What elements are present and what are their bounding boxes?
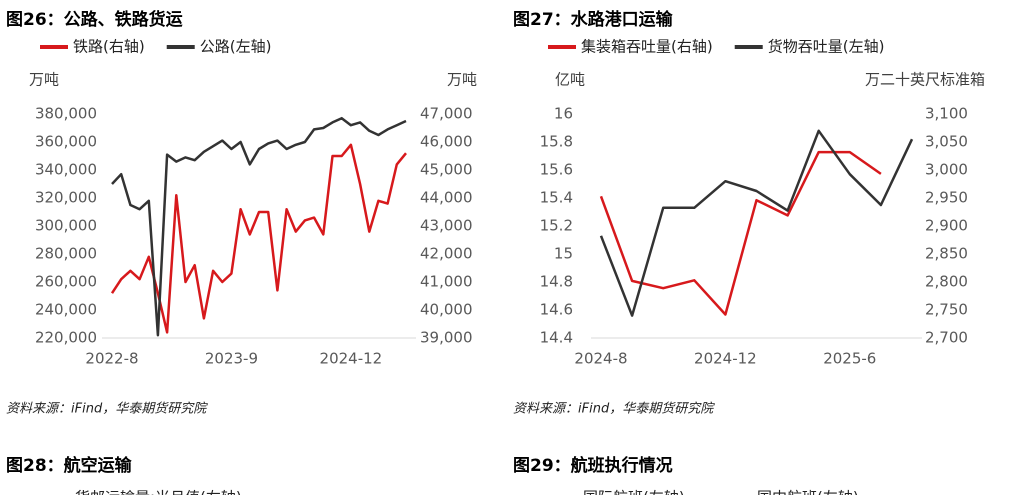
legend-label: 国内航班(左轴) bbox=[757, 489, 859, 495]
x-tick-label: 2022-8 bbox=[85, 350, 138, 368]
y2-tick-label: 3,000 bbox=[925, 161, 968, 179]
y-tick-label: 280,000 bbox=[35, 245, 97, 263]
figure-title: 图28：航空运输 bbox=[6, 455, 133, 476]
y-tick-label: 15.2 bbox=[540, 217, 573, 235]
y2-tick-label: 40,000 bbox=[420, 301, 473, 319]
series-line bbox=[599, 150, 882, 316]
y-tick-label: 360,000 bbox=[35, 133, 97, 151]
y-tick-label: 15.8 bbox=[540, 133, 573, 151]
y2-unit: 万吨 bbox=[447, 71, 477, 89]
y2-tick-label: 2,750 bbox=[925, 301, 968, 319]
y2-tick-label: 2,800 bbox=[925, 273, 968, 291]
y-tick-label: 14.6 bbox=[540, 301, 573, 319]
y2-unit: 万二十英尺标准箱 bbox=[865, 71, 985, 89]
y2-tick-label: 42,000 bbox=[420, 245, 473, 263]
y-tick-label: 260,000 bbox=[35, 273, 97, 291]
x-tick-label: 2023-9 bbox=[205, 350, 258, 368]
legend-label: 铁路(右轴) bbox=[73, 38, 145, 56]
y-tick-label: 340,000 bbox=[35, 161, 97, 179]
y-tick-label: 320,000 bbox=[35, 189, 97, 207]
y2-tick-label: 3,050 bbox=[925, 133, 968, 151]
x-tick-label: 2025-6 bbox=[823, 350, 876, 368]
y2-tick-label: 3,100 bbox=[925, 105, 968, 123]
series-line bbox=[111, 116, 407, 337]
y-tick-label: 220,000 bbox=[35, 329, 97, 347]
source-note: 资料来源：iFind，华泰期货研究院 bbox=[6, 401, 208, 417]
x-tick-label: 2024-12 bbox=[694, 350, 757, 368]
y-unit: 万吨 bbox=[29, 71, 59, 89]
y-tick-label: 15.6 bbox=[540, 161, 573, 179]
y-tick-label: 300,000 bbox=[35, 217, 97, 235]
y2-tick-label: 46,000 bbox=[420, 133, 473, 151]
x-tick-label: 2024-8 bbox=[574, 350, 627, 368]
y-tick-label: 15.4 bbox=[540, 189, 573, 207]
y2-tick-label: 39,000 bbox=[420, 329, 473, 347]
x-tick-label: 2024-12 bbox=[320, 350, 383, 368]
y2-tick-label: 2,950 bbox=[925, 189, 968, 207]
y-tick-label: 16 bbox=[554, 105, 573, 123]
y2-tick-label: 2,850 bbox=[925, 245, 968, 263]
y2-tick-label: 45,000 bbox=[420, 161, 473, 179]
chart-title: 图27：水路港口运输 bbox=[513, 9, 674, 30]
series-line bbox=[110, 143, 407, 334]
y2-tick-label: 47,000 bbox=[420, 105, 473, 123]
y-tick-label: 380,000 bbox=[35, 105, 97, 123]
y-unit: 亿吨 bbox=[555, 71, 585, 89]
series-line bbox=[599, 129, 914, 317]
y-tick-label: 14.8 bbox=[540, 273, 573, 291]
legend-label: 国际航班(左轴) bbox=[583, 489, 685, 495]
y-tick-label: 15 bbox=[554, 245, 573, 263]
legend-label: 公路(左轴) bbox=[200, 38, 272, 56]
figure-title: 图29：航班执行情况 bbox=[513, 455, 673, 476]
chart-title: 图26：公路、铁路货运 bbox=[6, 9, 183, 30]
y-tick-label: 14.4 bbox=[540, 329, 573, 347]
source-note: 资料来源：iFind，华泰期货研究院 bbox=[513, 401, 715, 417]
y2-tick-label: 2,700 bbox=[925, 329, 968, 347]
y2-tick-label: 41,000 bbox=[420, 273, 473, 291]
legend-label: 货邮运输量:当月值(右轴) bbox=[75, 489, 242, 495]
legend-label: 货物吞吐量(左轴) bbox=[768, 38, 885, 56]
y2-tick-label: 2,900 bbox=[925, 217, 968, 235]
y2-tick-label: 44,000 bbox=[420, 189, 473, 207]
y2-tick-label: 43,000 bbox=[420, 217, 473, 235]
y-tick-label: 240,000 bbox=[35, 301, 97, 319]
legend-label: 集装箱吞吐量(右轴) bbox=[581, 38, 713, 56]
